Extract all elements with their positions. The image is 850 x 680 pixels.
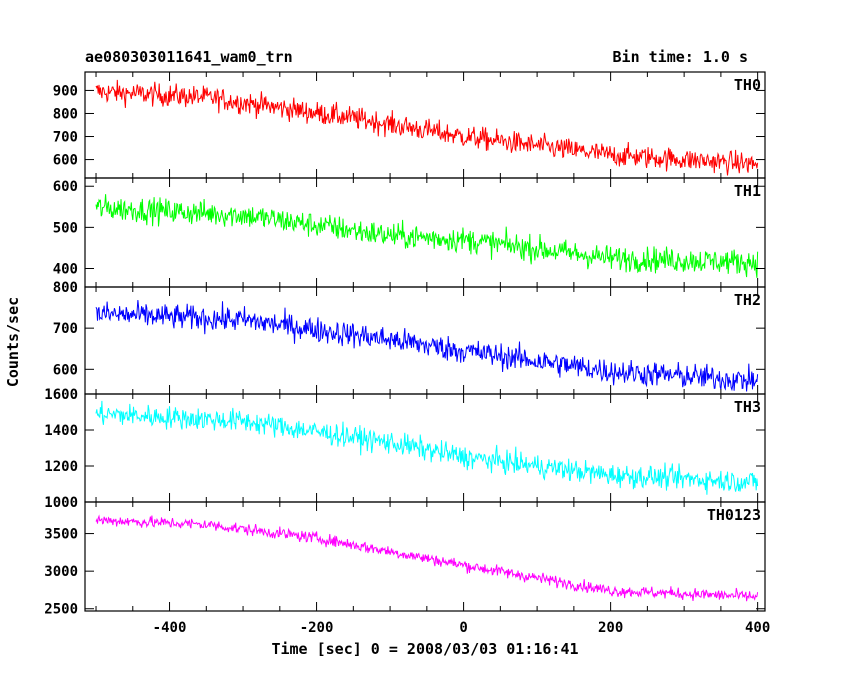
chart-title: ae080303011641_wam0_trn [85,48,293,66]
y-tick-label: 600 [53,153,78,169]
y-tick-label: 800 [53,106,78,122]
panel-frame [84,177,766,288]
panel-frame [84,501,766,612]
panel-label-th2: TH2 [734,291,761,309]
y-tick-label: 600 [53,362,78,378]
x-tick-label: 200 [598,620,623,636]
x-tick-label: -200 [300,620,334,636]
series-th1-line [95,194,759,278]
x-tick-label: -400 [153,620,187,636]
x-tick-label: 0 [459,620,467,636]
y-tick-label: 3500 [44,527,78,543]
series-th3-line [95,400,759,495]
panel-th0: TH0 600 700 800 900 [53,71,766,179]
panel-th1: TH1 400 500 600 [53,177,766,288]
y-tick-label: 600 [53,179,78,195]
series-th0123-line [95,514,759,602]
panel-th2: TH2 600 700 800 [53,280,766,395]
y-tick-label: 900 [53,83,78,99]
x-tick-label: 400 [745,620,770,636]
panel-frame [84,286,766,395]
panel-label-th1: TH1 [734,182,761,200]
y-tick-label: 1000 [44,495,78,511]
y-tick-label: 1600 [44,387,78,403]
y-tick-label: 400 [53,261,78,277]
y-tick-label: 2500 [44,602,78,618]
panel-label-th3: TH3 [734,398,761,416]
y-axis-label: Counts/sec [4,297,22,387]
bin-time-label: Bin time: 1.0 s [613,48,748,66]
y-tick-label: 700 [53,321,78,337]
y-tick-label: 500 [53,220,78,236]
y-tick-label: 3000 [44,564,78,580]
x-axis-label: Time [sec] 0 = 2008/03/03 01:16:41 [271,640,578,658]
panel-th0123: TH0123 2500 3000 3500 [44,501,766,618]
y-tick-label: 1400 [44,423,78,439]
series-th0-line [95,79,759,176]
panels-group: TH0600700800900TH1400500600TH2600700800T… [44,71,770,636]
panel-label-th0: TH0 [734,76,761,94]
series-th2-line [95,299,759,392]
panel-th3: TH3 1000 1200 1400 1600 [44,387,766,511]
y-tick-label: 1200 [44,459,78,475]
panel-label-th0123: TH0123 [707,506,761,524]
y-tick-label: 700 [53,130,78,146]
y-tick-label: 800 [53,280,78,296]
